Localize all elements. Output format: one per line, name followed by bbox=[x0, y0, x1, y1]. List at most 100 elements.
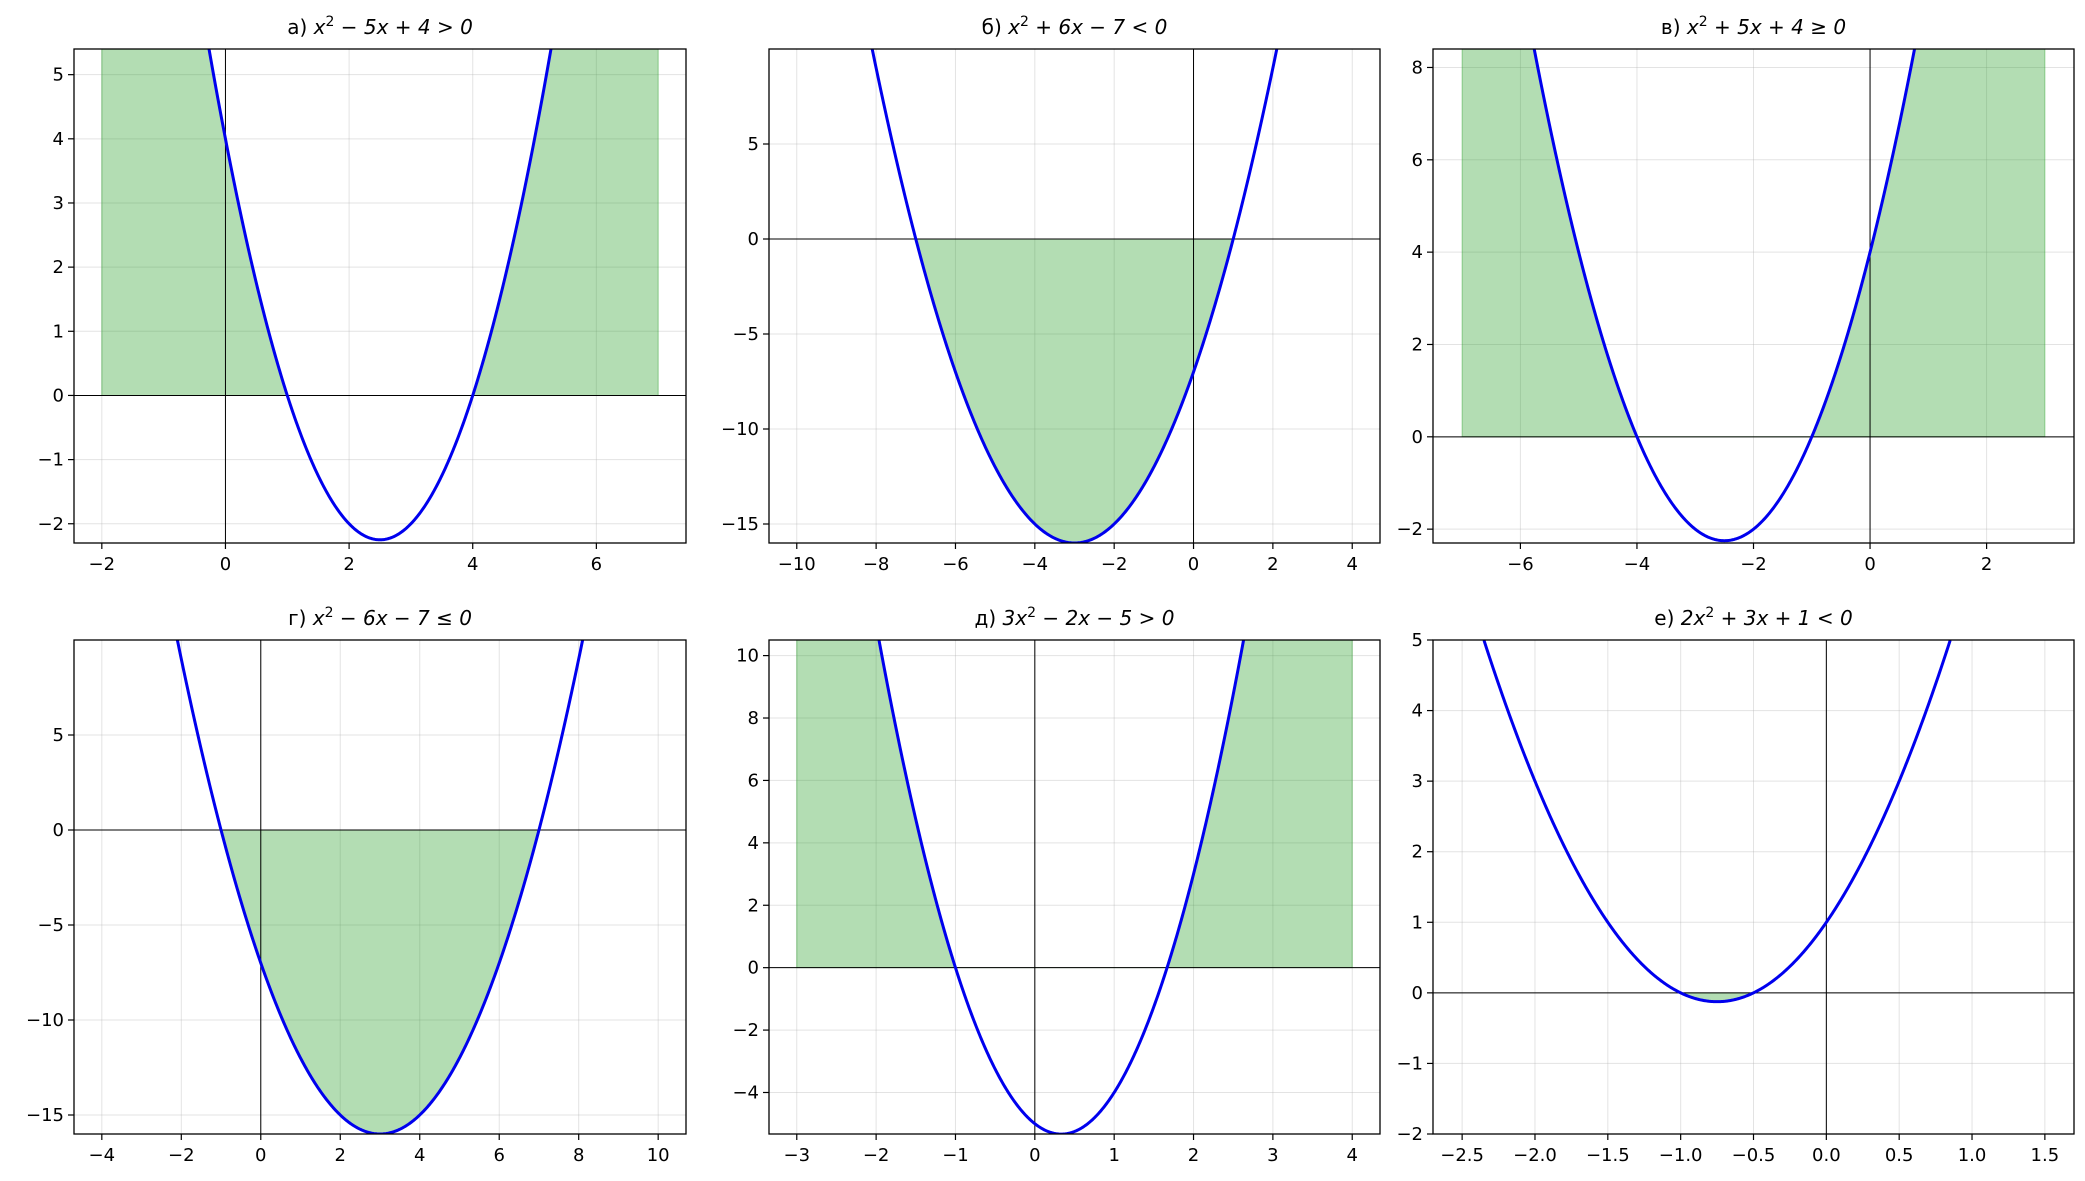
y-tick-label: 0 bbox=[53, 385, 64, 406]
x-tick-label: −4 bbox=[1624, 554, 1651, 575]
x-tick-label: 0.0 bbox=[1812, 1145, 1841, 1166]
subplot-title: д) 3x2 − 2x − 5 > 0 bbox=[975, 605, 1175, 630]
x-tick-label: 1.0 bbox=[1958, 1145, 1987, 1166]
subplot-title: а) x2 − 5x + 4 > 0 bbox=[287, 14, 473, 39]
x-tick-label: 0 bbox=[220, 554, 231, 575]
x-tick-label: −4 bbox=[1022, 554, 1049, 575]
y-tick-label: −2 bbox=[1396, 1124, 1423, 1145]
x-tick-label: −2 bbox=[1740, 554, 1767, 575]
x-tick-label: 1.5 bbox=[2031, 1145, 2060, 1166]
y-tick-label: −15 bbox=[26, 1105, 64, 1126]
x-tick-label: −0.5 bbox=[1732, 1145, 1776, 1166]
y-tick-label: 3 bbox=[1412, 771, 1423, 792]
x-tick-label: 4 bbox=[1347, 1145, 1358, 1166]
title-prefix: а) bbox=[287, 15, 313, 39]
title-prefix: в) bbox=[1661, 15, 1687, 39]
x-tick-label: −6 bbox=[1507, 554, 1534, 575]
x-tick-label: 2 bbox=[335, 1145, 346, 1166]
y-tick-label: 1 bbox=[1412, 912, 1423, 933]
title-exponent: 2 bbox=[325, 605, 334, 621]
y-tick-label: 5 bbox=[53, 725, 64, 746]
x-tick-label: −2 bbox=[168, 1145, 195, 1166]
x-tick-label: 2 bbox=[1188, 1145, 1199, 1166]
title-exponent: 2 bbox=[1020, 14, 1029, 30]
y-tick-label: 0 bbox=[1412, 427, 1423, 448]
subplot-title: б) x2 + 6x − 7 < 0 bbox=[982, 14, 1168, 39]
x-tick-label: −2 bbox=[863, 1145, 890, 1166]
axes-frame bbox=[768, 639, 1381, 1135]
y-tick-label: 8 bbox=[1412, 57, 1423, 78]
title-exponent: 2 bbox=[1699, 14, 1708, 30]
x-tick-label: 4 bbox=[414, 1145, 425, 1166]
title-expression-lead: 3x bbox=[1003, 606, 1028, 630]
y-tick-label: 10 bbox=[736, 646, 759, 667]
y-tick-label: −10 bbox=[26, 1010, 64, 1031]
y-tick-label: 2 bbox=[1412, 842, 1423, 863]
x-tick-label: −1 bbox=[942, 1145, 969, 1166]
parabola-curve bbox=[870, 49, 1279, 543]
title-expression-lead: x bbox=[313, 15, 326, 39]
y-tick-label: −2 bbox=[37, 514, 64, 535]
solution-region bbox=[101, 49, 659, 396]
x-tick-label: −3 bbox=[783, 1145, 810, 1166]
x-tick-label: 0.5 bbox=[1885, 1145, 1914, 1166]
parabola-curve bbox=[877, 640, 1246, 1134]
title-expression-lead: x bbox=[312, 606, 325, 630]
title-expression-rest: − 6x − 7 ≤ 0 bbox=[334, 606, 472, 630]
x-tick-label: −2.5 bbox=[1440, 1145, 1484, 1166]
y-tick-label: −10 bbox=[721, 419, 759, 440]
x-tick-label: −2 bbox=[89, 554, 116, 575]
y-tick-label: 2 bbox=[748, 895, 759, 916]
x-tick-label: 2 bbox=[1981, 554, 1992, 575]
axes-frame bbox=[768, 48, 1381, 544]
x-tick-label: −1.5 bbox=[1586, 1145, 1630, 1166]
axes-frame bbox=[73, 639, 687, 1135]
y-tick-label: 4 bbox=[53, 129, 64, 150]
y-tick-label: 2 bbox=[53, 257, 64, 278]
subplot-title: г) x2 − 6x − 7 ≤ 0 bbox=[288, 605, 472, 630]
y-tick-label: −5 bbox=[37, 915, 64, 936]
x-tick-label: 4 bbox=[1347, 554, 1358, 575]
x-tick-label: −8 bbox=[863, 554, 890, 575]
y-tick-label: −4 bbox=[732, 1082, 759, 1103]
subplot-title: в) x2 + 5x + 4 ≥ 0 bbox=[1661, 14, 1846, 39]
title-expression-rest: + 6x − 7 < 0 bbox=[1029, 15, 1167, 39]
y-tick-label: 2 bbox=[1412, 334, 1423, 355]
x-tick-label: 3 bbox=[1267, 1145, 1278, 1166]
y-tick-label: 5 bbox=[53, 65, 64, 86]
title-expression-rest: − 2x − 5 > 0 bbox=[1036, 606, 1174, 630]
y-tick-label: 4 bbox=[748, 833, 759, 854]
y-tick-label: −5 bbox=[732, 324, 759, 345]
x-tick-label: −10 bbox=[778, 554, 816, 575]
parabola-curve bbox=[1532, 49, 1917, 543]
title-prefix: д) bbox=[975, 606, 1003, 630]
title-exponent: 2 bbox=[325, 14, 334, 30]
title-prefix: г) bbox=[288, 606, 313, 630]
x-tick-label: 6 bbox=[493, 1145, 504, 1166]
x-tick-label: 8 bbox=[573, 1145, 584, 1166]
y-tick-label: 5 bbox=[748, 134, 759, 155]
x-tick-label: 1 bbox=[1108, 1145, 1119, 1166]
title-expression-rest: + 5x + 4 ≥ 0 bbox=[1708, 15, 1846, 39]
x-tick-label: −1.0 bbox=[1659, 1145, 1703, 1166]
x-tick-label: −6 bbox=[942, 554, 969, 575]
x-tick-label: 2 bbox=[343, 554, 354, 575]
x-tick-label: 0 bbox=[255, 1145, 266, 1166]
title-prefix: е) bbox=[1654, 606, 1680, 630]
y-tick-label: 0 bbox=[53, 820, 64, 841]
y-tick-label: 5 bbox=[1412, 630, 1423, 651]
y-tick-label: −15 bbox=[721, 514, 759, 535]
title-expression-rest: − 5x + 4 > 0 bbox=[334, 15, 472, 39]
x-tick-label: 0 bbox=[1188, 554, 1199, 575]
parabola-curve bbox=[175, 640, 585, 1134]
x-tick-label: −4 bbox=[89, 1145, 116, 1166]
parabola-curve bbox=[207, 49, 553, 542]
y-tick-label: 8 bbox=[748, 708, 759, 729]
y-tick-label: −2 bbox=[732, 1020, 759, 1041]
x-tick-label: 0 bbox=[1029, 1145, 1040, 1166]
x-tick-label: −2.0 bbox=[1513, 1145, 1557, 1166]
